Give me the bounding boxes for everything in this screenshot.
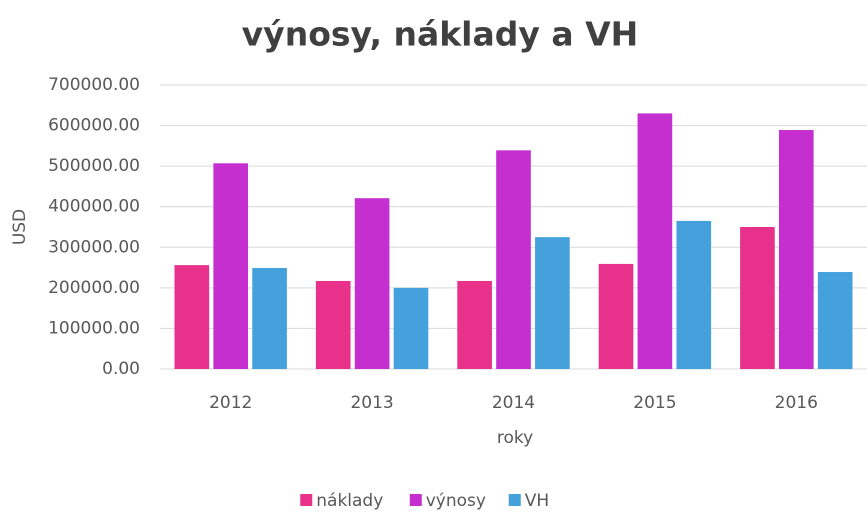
y-tick-label: 600000.00: [48, 116, 140, 136]
y-tick-label: 300000.00: [48, 237, 140, 257]
legend-swatch: [300, 494, 313, 506]
bar: [778, 130, 814, 369]
bar: [676, 220, 712, 369]
y-tick-label: 400000.00: [48, 197, 140, 217]
y-tick-label: 0.00: [102, 359, 140, 379]
y-tick-label: 100000.00: [48, 318, 140, 338]
bar: [740, 227, 775, 369]
bar: [213, 163, 249, 369]
bar: [315, 280, 351, 369]
x-axis-label: roky: [497, 428, 533, 448]
legend-label: náklady: [316, 491, 383, 511]
y-tick-label: 500000.00: [48, 156, 140, 176]
bar: [174, 265, 210, 369]
y-tick-label: 200000.00: [48, 278, 140, 298]
legend-label: výnosy: [426, 491, 486, 511]
legend-swatch: [409, 494, 422, 506]
x-tick-label: 2016: [775, 393, 818, 413]
bar: [393, 287, 429, 369]
legend-swatch: [508, 494, 521, 506]
bar: [457, 280, 492, 369]
y-tick-label: 700000.00: [48, 75, 140, 95]
x-tick-label: 2014: [492, 393, 535, 413]
bar: [598, 263, 634, 369]
bar: [637, 113, 673, 370]
bar: [535, 237, 570, 369]
bar: [496, 150, 531, 369]
chart-title: výnosy, náklady a VH: [242, 15, 639, 54]
bar: [354, 198, 390, 369]
x-tick-label: 2013: [350, 393, 393, 413]
x-tick-label: 2012: [209, 393, 252, 413]
bar: [252, 267, 287, 369]
x-tick-label: 2015: [633, 393, 676, 413]
bar: [817, 272, 853, 369]
legend-label: VH: [525, 491, 549, 511]
y-axis-label: USD: [10, 209, 30, 245]
